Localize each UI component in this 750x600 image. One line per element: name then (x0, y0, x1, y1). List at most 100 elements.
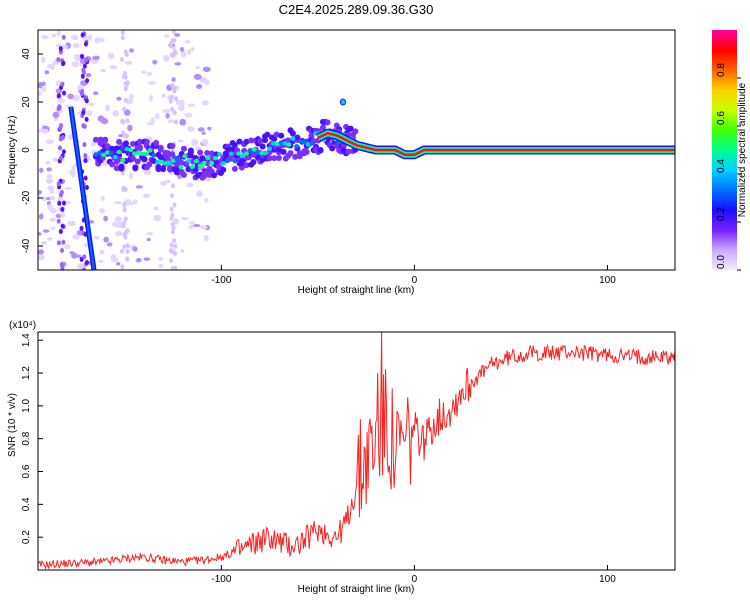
speckle (80, 54, 85, 60)
snr-x-tick-label: -100 (211, 574, 231, 585)
ridge-blob (271, 155, 278, 162)
ridge-blob (124, 146, 130, 152)
speckle (121, 186, 126, 192)
speckle (38, 254, 45, 261)
speckle (170, 38, 175, 44)
ridge-blob (187, 147, 194, 154)
ridge-blob (347, 125, 354, 132)
ridge-blob (116, 156, 123, 163)
snr-x-tick-label: 0 (412, 574, 418, 585)
speckle (123, 109, 131, 116)
ridge-blob (329, 145, 336, 152)
ridge-blob (213, 156, 219, 161)
speckle (204, 79, 210, 86)
speckle (88, 102, 95, 107)
ridge-blob (209, 160, 215, 166)
speckle (123, 49, 128, 55)
ridge-blob (166, 161, 172, 166)
speckle (207, 126, 212, 131)
speckle (50, 226, 56, 230)
speckle (188, 224, 194, 230)
speckle (152, 59, 158, 65)
ridge-blob (136, 138, 143, 145)
speckle (171, 183, 176, 189)
ridge-blob (352, 128, 359, 135)
ridge-blob (231, 141, 238, 148)
speckle (84, 260, 89, 266)
speckle (56, 218, 61, 224)
snr-frame (37, 331, 676, 571)
ridge-blob (155, 159, 161, 165)
spectrogram-y-tick-label: 0 (21, 147, 32, 153)
speckle (170, 193, 175, 199)
speckle (38, 167, 44, 173)
speckle (84, 184, 89, 190)
speckle (114, 216, 122, 222)
speckle (204, 197, 209, 203)
speckle (122, 106, 127, 112)
speckle (168, 43, 173, 49)
speckle (172, 202, 177, 208)
speckle (80, 32, 85, 38)
speckle (179, 118, 187, 126)
spectrogram-x-label: Height of straight line (km) (298, 285, 415, 296)
ridge-blob (317, 147, 324, 154)
speckle (86, 110, 93, 117)
speckle (125, 118, 130, 124)
ridge-blob (278, 140, 284, 145)
ridge-blob (151, 153, 157, 158)
ridge-blob (132, 151, 138, 156)
speckle (123, 86, 128, 92)
speckle (149, 94, 154, 102)
speckle (170, 106, 175, 112)
speckle (83, 175, 88, 181)
speckle (79, 91, 84, 97)
speckle (111, 221, 118, 227)
speckle (42, 229, 50, 233)
speckle (82, 142, 87, 148)
speckle (123, 133, 128, 139)
spectrogram-x-tick-label: 0 (412, 275, 418, 286)
speckle (187, 49, 192, 56)
speckle (105, 104, 111, 112)
speckle (100, 196, 105, 201)
speckle (128, 94, 134, 100)
ridge-blob (101, 152, 107, 157)
speckle (142, 193, 151, 198)
colorbar-tick-label: 0.0 (716, 255, 727, 269)
spectrogram-panel: -100 0 100 40 20 0 -20 -40 Height of straight l… (7, 29, 676, 296)
ridge-blob (120, 157, 126, 163)
speckle (172, 218, 179, 225)
ridge-blob (170, 158, 176, 163)
speckle (97, 37, 105, 43)
speckle (179, 46, 185, 53)
speckle (82, 63, 87, 69)
speckle (41, 196, 47, 202)
speckle (184, 40, 191, 44)
speckle (55, 80, 62, 87)
ridge-blob (197, 163, 203, 169)
speckle (120, 118, 125, 124)
speckle (170, 229, 175, 235)
speckle (45, 139, 54, 145)
speckle (79, 225, 84, 231)
snr-y-tick-label: 1.0 (21, 398, 32, 412)
speckle (80, 73, 85, 79)
speckle (122, 202, 127, 208)
ridge-blob (113, 145, 120, 152)
speckle (180, 249, 185, 253)
speckle (171, 46, 177, 50)
ridge-core (317, 131, 675, 157)
snr-y-label: SNR (10 * v/v) (7, 393, 18, 457)
ridge-blob (216, 152, 222, 157)
colorbar: 0.0 0.2 0.4 0.6 0.8 Normalized spectral ampl… (712, 30, 748, 271)
speckle (114, 231, 123, 237)
speckle (72, 42, 80, 49)
speckle (92, 91, 99, 96)
ridge-blob (153, 140, 160, 147)
ridge-blob (205, 155, 211, 161)
ridge-blob (160, 166, 167, 173)
ridge-blob (240, 153, 246, 159)
ridge-blob (250, 159, 257, 166)
speckle (60, 81, 65, 87)
